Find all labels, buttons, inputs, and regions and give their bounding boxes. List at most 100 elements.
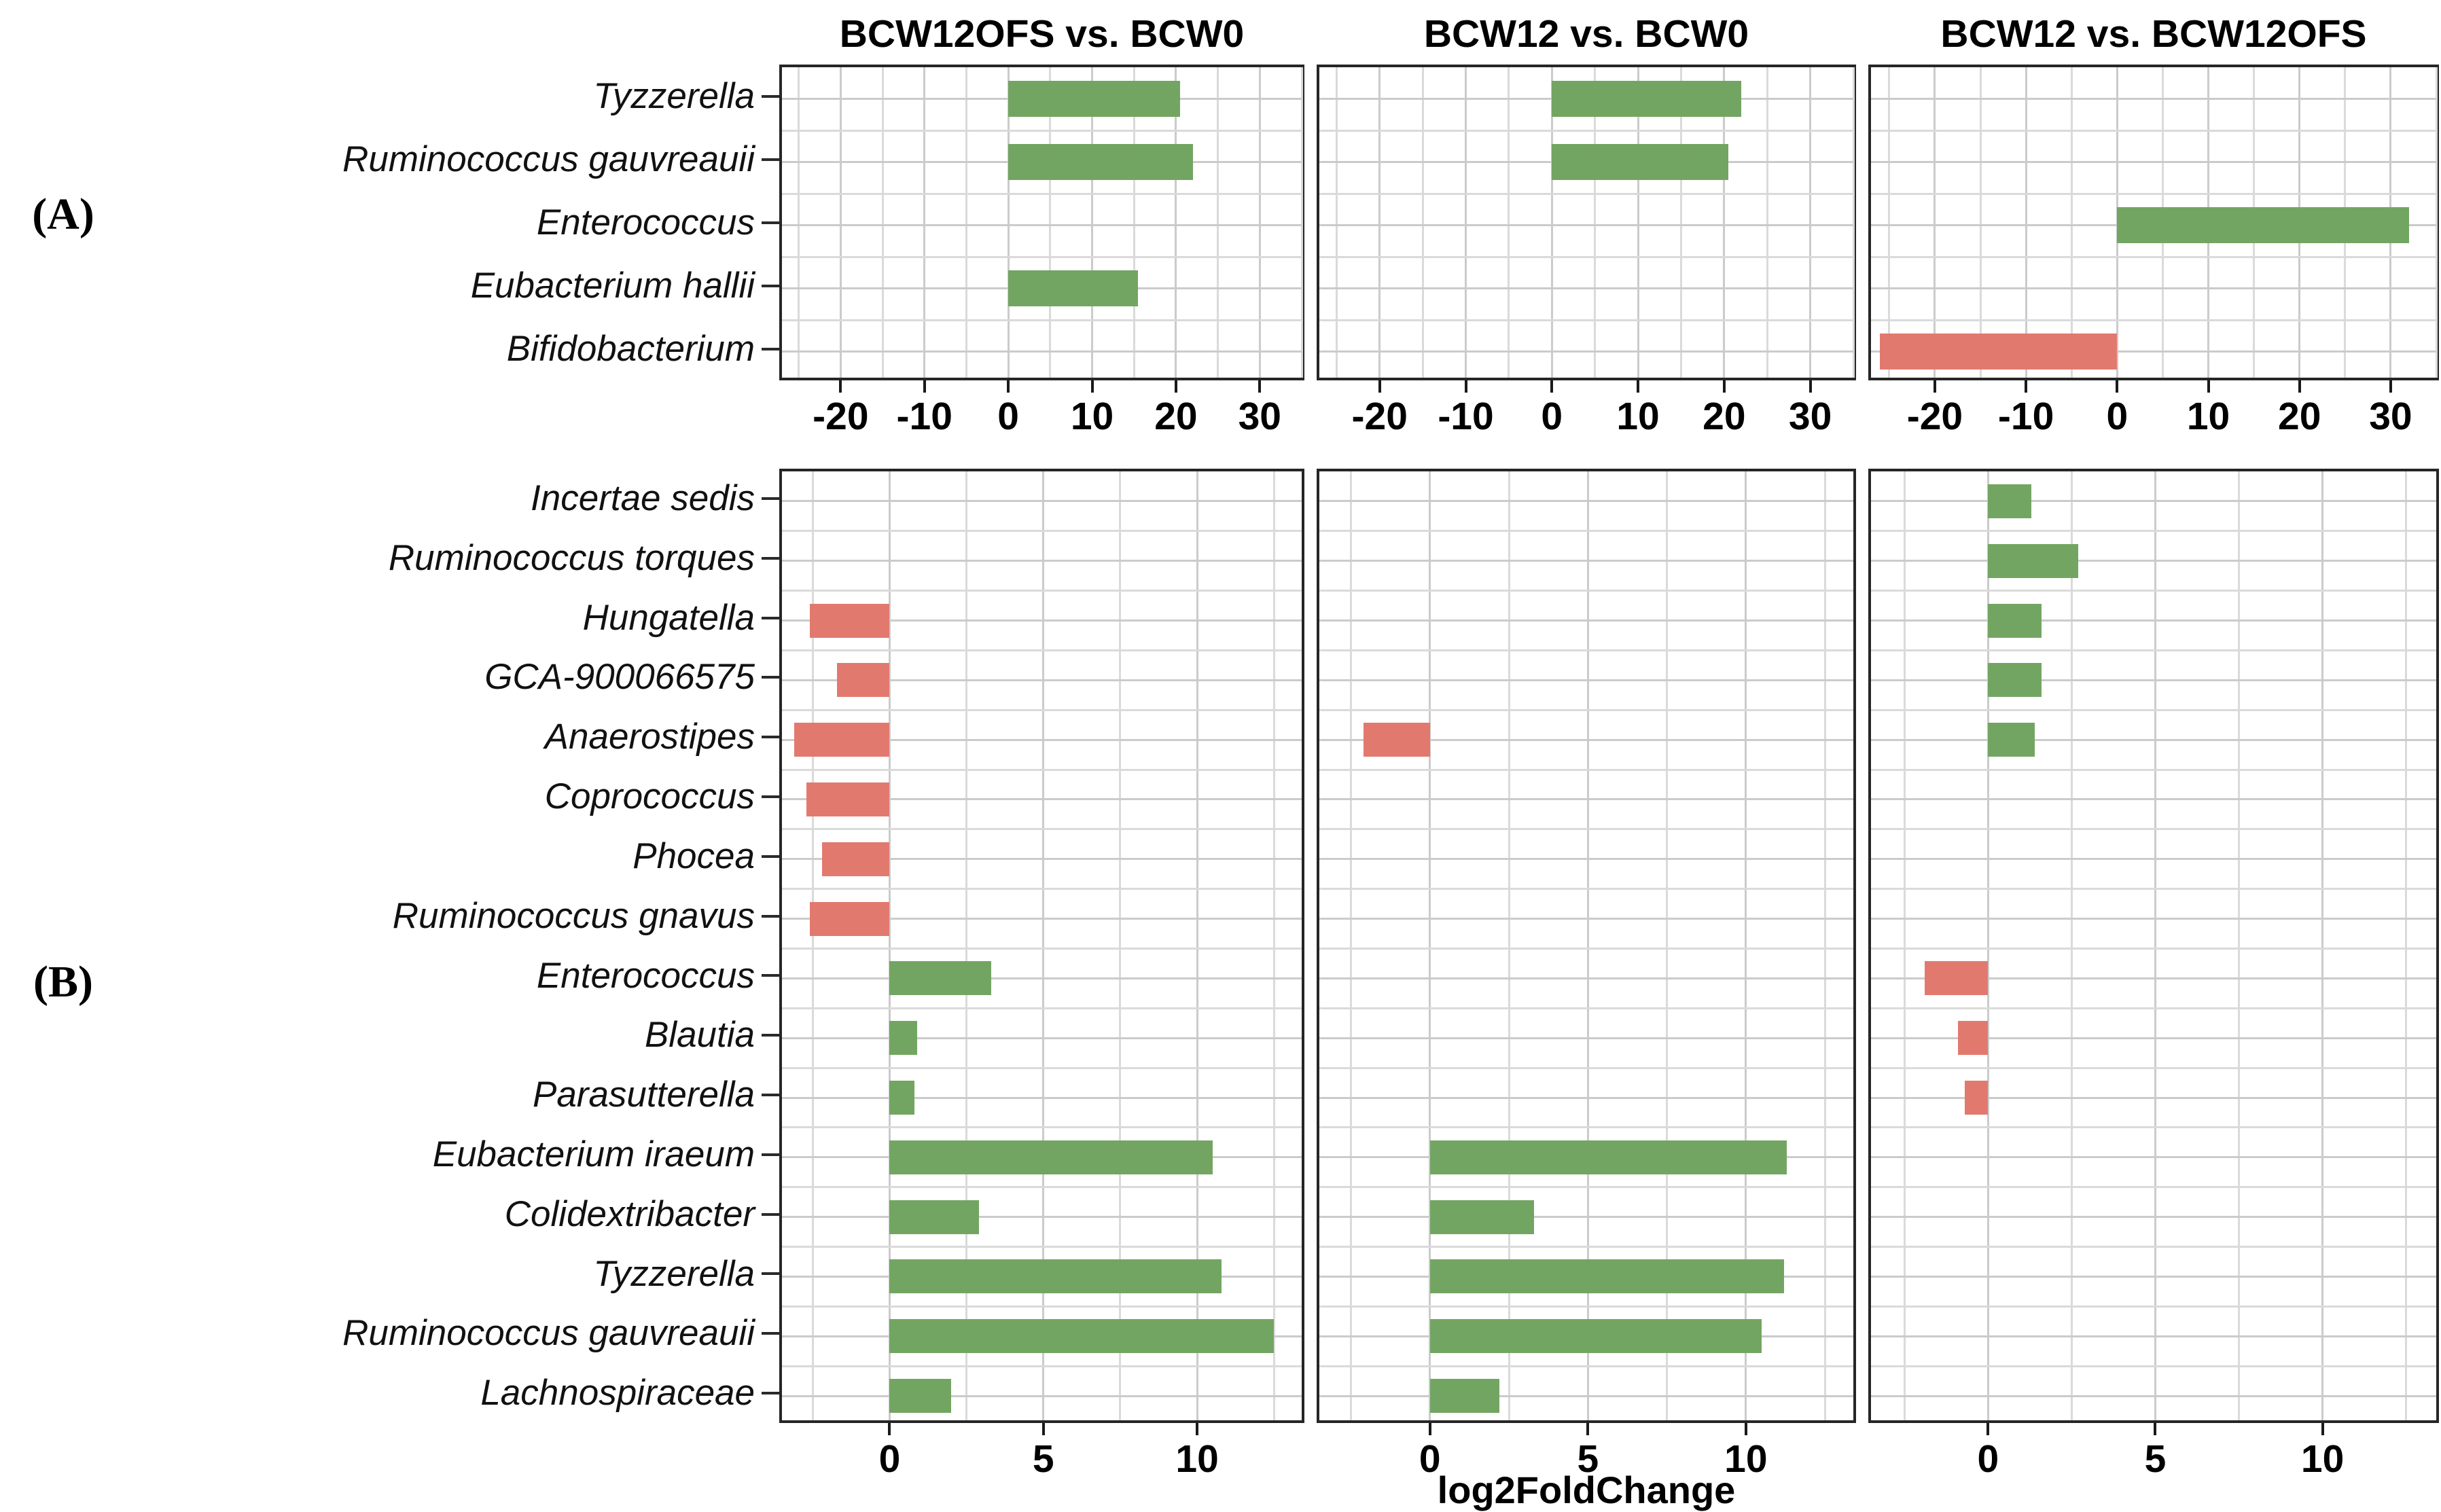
- x-tick-label: 5: [2144, 1437, 2167, 1481]
- row-gridline: [1871, 1216, 2436, 1219]
- row-gridline: [1871, 560, 2436, 562]
- row-minor-gridline: [1319, 1066, 1853, 1069]
- row-gridline: [782, 224, 1302, 226]
- x-tick-label: -20: [813, 395, 869, 438]
- minor-gridline: [1335, 67, 1338, 378]
- panel-b-label: (B): [33, 957, 93, 1007]
- category-label: Enterococcus: [536, 202, 755, 242]
- category-label: Ruminococcus torques: [388, 537, 755, 578]
- row-minor-gridline: [1871, 1066, 2436, 1069]
- row-minor-gridline: [1319, 192, 1853, 195]
- row-minor-gridline: [1871, 192, 2436, 195]
- row-gridline: [1319, 977, 1853, 979]
- row-minor-gridline: [782, 948, 1302, 950]
- minor-gridline: [1594, 67, 1597, 378]
- x-tick-label: 30: [2369, 395, 2412, 438]
- major-gridline: [1745, 471, 1747, 1420]
- x-tick-mark: [1637, 380, 1640, 393]
- minor-gridline: [2435, 67, 2438, 378]
- row-gridline: [1319, 1216, 1853, 1219]
- minor-gridline: [1888, 67, 1891, 378]
- bar-lachnospiraceae: [1429, 1379, 1500, 1414]
- row-minor-gridline: [1871, 1186, 2436, 1189]
- minor-gridline: [1272, 471, 1275, 1420]
- x-tick-mark: [1428, 1423, 1431, 1435]
- row-minor-gridline: [1871, 888, 2436, 890]
- row-gridline: [782, 1216, 1302, 1219]
- row-minor-gridline: [1319, 1126, 1853, 1129]
- x-tick-mark: [1041, 1423, 1045, 1435]
- x-tick-mark: [2389, 380, 2392, 393]
- row-gridline: [1871, 161, 2436, 163]
- x-tick-mark: [1174, 380, 1177, 393]
- row-minor-gridline: [782, 192, 1302, 195]
- x-tick-mark: [839, 380, 842, 393]
- x-tick-label: 20: [1703, 395, 1746, 438]
- bar-hungatella: [809, 603, 890, 638]
- row-gridline: [1871, 98, 2436, 100]
- minor-gridline: [811, 471, 814, 1420]
- x-tick-label: 0: [1541, 395, 1563, 438]
- y-tick-mark: [762, 736, 779, 739]
- x-tick-label: 10: [1616, 395, 1660, 438]
- x-tick-label: 0: [2106, 395, 2128, 438]
- row-minor-gridline: [1871, 319, 2436, 321]
- minor-gridline: [1823, 471, 1826, 1420]
- bar-gca-900066575: [837, 663, 890, 698]
- x-tick-mark: [1550, 380, 1554, 393]
- row-minor-gridline: [1319, 768, 1853, 771]
- row-gridline: [1319, 287, 1853, 289]
- minor-gridline: [1679, 67, 1682, 378]
- bar-phocea: [821, 842, 890, 876]
- row-minor-gridline: [1871, 708, 2436, 711]
- facet-plot: [1317, 469, 1856, 1423]
- row-gridline: [1871, 738, 2436, 741]
- row-minor-gridline: [1871, 590, 2436, 592]
- row-gridline: [1871, 1037, 2436, 1039]
- x-tick-mark: [1007, 380, 1010, 393]
- x-tick-mark: [1744, 1423, 1747, 1435]
- row-gridline: [782, 1096, 1302, 1099]
- x-tick-mark: [1258, 380, 1262, 393]
- row-gridline: [1319, 619, 1853, 622]
- row-minor-gridline: [1871, 129, 2436, 132]
- row-minor-gridline: [782, 768, 1302, 771]
- row-minor-gridline: [1319, 888, 1853, 890]
- row-gridline: [782, 918, 1302, 920]
- category-label: Enterococcus: [536, 955, 755, 996]
- bar-hungatella: [1988, 603, 2042, 638]
- x-tick-mark: [1933, 380, 1936, 393]
- x-tick-label: 0: [878, 1437, 901, 1481]
- row-gridline: [782, 1394, 1302, 1397]
- row-minor-gridline: [1319, 649, 1853, 651]
- row-gridline: [782, 619, 1302, 622]
- major-gridline: [1723, 67, 1726, 378]
- x-tick-mark: [2154, 1423, 2157, 1435]
- row-gridline: [1319, 560, 1853, 562]
- x-tick-label: 30: [1788, 395, 1832, 438]
- row-gridline: [1319, 798, 1853, 801]
- bar-parasutterella: [889, 1081, 914, 1115]
- row-gridline: [1319, 918, 1853, 920]
- bar-eubacterium-hallii: [1008, 270, 1139, 306]
- facet-plot: [779, 65, 1304, 380]
- bar-colidextribacter: [1429, 1200, 1535, 1234]
- category-label: Tyzzerella: [593, 1253, 755, 1294]
- row-gridline: [1319, 350, 1853, 353]
- x-tick-label: 10: [2300, 1437, 2345, 1481]
- category-label: Blautia: [644, 1015, 755, 1056]
- bar-tyzzerella: [1008, 81, 1181, 117]
- x-tick-label: -10: [1997, 395, 2054, 438]
- row-minor-gridline: [782, 1186, 1302, 1189]
- minor-gridline: [1666, 471, 1669, 1420]
- x-tick-mark: [1090, 380, 1094, 393]
- bar-anaerostipes: [794, 723, 890, 757]
- major-gridline: [1465, 67, 1467, 378]
- bar-tyzzerella: [1429, 1259, 1784, 1294]
- row-minor-gridline: [1871, 1305, 2436, 1308]
- y-tick-mark: [762, 94, 779, 98]
- x-tick-mark: [1722, 380, 1726, 393]
- major-gridline: [1007, 67, 1010, 378]
- minor-gridline: [1766, 67, 1768, 378]
